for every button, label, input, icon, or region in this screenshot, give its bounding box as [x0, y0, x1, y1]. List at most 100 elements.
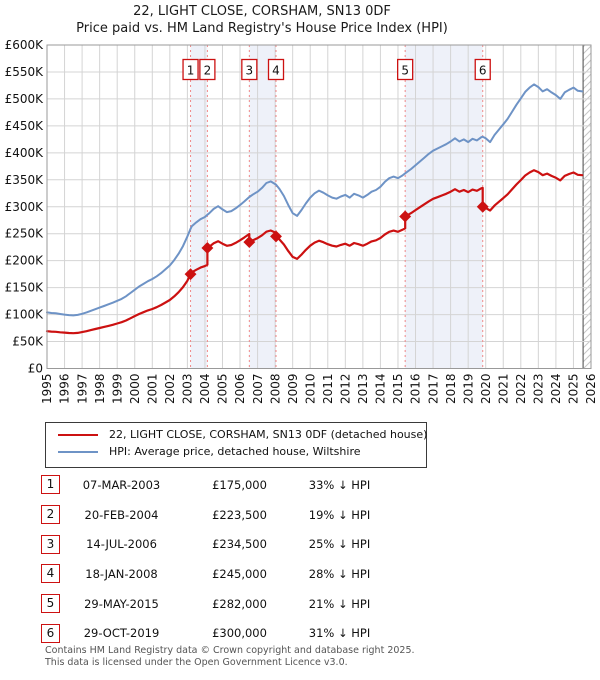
event-number: 6: [479, 64, 487, 78]
row-date: 29-MAY-2015: [84, 596, 159, 611]
row-hpi-diff: 33% ↓ HPI: [308, 477, 371, 492]
footer-line-1: Contains HM Land Registry data © Crown c…: [45, 645, 415, 656]
property-line-swatch: [58, 433, 98, 436]
copyright-footer: Contains HM Land Registry data © Crown c…: [45, 645, 585, 668]
x-tick-label: 2007: [251, 374, 265, 405]
x-tick-label: 2023: [532, 374, 546, 405]
x-tick-label: 2009: [286, 374, 300, 405]
y-tick-label: £0: [28, 362, 43, 376]
x-tick-label: 1999: [110, 374, 124, 405]
y-tick-label: £50K: [12, 335, 44, 349]
x-tick-label: 2011: [321, 374, 335, 405]
y-tick-label: £300K: [5, 200, 45, 214]
row-date: 20-FEB-2004: [84, 507, 159, 522]
event-number: 3: [246, 64, 254, 78]
row-price: £175,000: [212, 477, 267, 492]
y-axis-labels: £0 £50K £100K £150K £200K £250K £300K £350K £400…: [5, 38, 45, 376]
x-tick-label: 2004: [198, 374, 212, 405]
y-tick-label: £450K: [5, 119, 45, 133]
sale-marker: [201, 242, 214, 254]
y-tick-label: £550K: [5, 65, 45, 79]
legend-item-hpi: HPI: Average price, detached house, Wilt…: [46, 443, 426, 460]
x-tick-label: 2020: [479, 374, 493, 405]
legend-item-property: 22, LIGHT CLOSE, CORSHAM, SN13 0DF (deta…: [46, 426, 428, 443]
sale-markers: [184, 200, 489, 281]
grid: [47, 45, 591, 369]
row-price: £282,000: [212, 596, 267, 611]
x-axis-labels: 1995 1996 1997 1998 1999 2000 2001 2002 2003 2004…: [40, 374, 598, 405]
y-tick-label: £500K: [5, 92, 45, 106]
row-number-badge: 4: [41, 564, 60, 584]
row-hpi-diff: 21% ↓ HPI: [308, 596, 371, 611]
x-tick-label: 2012: [339, 374, 353, 405]
y-tick-label: £100K: [5, 308, 45, 322]
row-number-badge: 1: [41, 475, 60, 495]
x-tick-label: 2002: [163, 374, 177, 405]
transactions-table: 1 07-MAR-2003 £175,000 33% ↓ HPI 2 20-FE…: [0, 470, 600, 648]
x-tick-label: 2026: [584, 374, 598, 405]
table-row: 2 20-FEB-2004 £223,500 19% ↓ HPI: [0, 500, 600, 530]
row-number-badge: 2: [41, 505, 60, 525]
price-history-chart: 1 2 3 4 5 6 £0 £50K £100K £150K £200K £250K £300K £35…: [5, 38, 599, 405]
x-tick-label: 1996: [58, 374, 72, 405]
y-tick-label: £400K: [5, 146, 45, 160]
x-tick-label: 2025: [567, 374, 581, 405]
table-row: 5 29-MAY-2015 £282,000 21% ↓ HPI: [0, 589, 600, 619]
event-number: 5: [401, 64, 409, 78]
y-tick-label: £200K: [5, 254, 45, 268]
row-date: 07-MAR-2003: [82, 477, 161, 492]
row-number-badge: 6: [41, 623, 60, 643]
x-tick-label: 2024: [549, 374, 563, 405]
x-tick-label: 2015: [391, 374, 405, 405]
row-price: £245,000: [212, 566, 267, 581]
x-tick-label: 2010: [303, 374, 317, 405]
row-hpi-diff: 28% ↓ HPI: [308, 566, 371, 581]
x-tick-label: 2005: [216, 374, 230, 405]
row-price: £300,000: [212, 626, 267, 641]
x-tick-label: 1997: [75, 374, 89, 405]
x-tick-label: 2001: [145, 374, 159, 405]
x-tick-label: 2008: [268, 374, 282, 405]
y-tick-label: £250K: [5, 227, 45, 241]
plot-frame: [46, 44, 592, 369]
page-title: 22, LIGHT CLOSE, CORSHAM, SN13 0DF: [133, 4, 391, 19]
x-tick-label: 2000: [128, 374, 142, 405]
table-row: 4 18-JAN-2008 £245,000 28% ↓ HPI: [0, 559, 600, 589]
y-tick-label: £150K: [5, 281, 45, 295]
row-price: £223,500: [212, 507, 267, 522]
table-row: 3 14-JUL-2006 £234,500 25% ↓ HPI: [0, 529, 600, 559]
chart-legend: 22, LIGHT CLOSE, CORSHAM, SN13 0DF (deta…: [45, 422, 427, 468]
row-date: 29-OCT-2019: [83, 626, 160, 641]
table-row: 1 07-MAR-2003 £175,000 33% ↓ HPI: [0, 470, 600, 500]
row-date: 18-JAN-2008: [85, 566, 158, 581]
x-tick-label: 2018: [444, 374, 458, 405]
event-number: 2: [204, 64, 212, 78]
legend-label-property: 22, LIGHT CLOSE, CORSHAM, SN13 0DF (deta…: [109, 428, 428, 441]
row-hpi-diff: 25% ↓ HPI: [308, 537, 371, 552]
hpi-line: [46, 83, 584, 317]
y-tick-label: £350K: [5, 173, 45, 187]
row-hpi-diff: 19% ↓ HPI: [308, 507, 371, 522]
x-tick-label: 2014: [374, 374, 388, 405]
page-subtitle: Price paid vs. HM Land Registry's House …: [76, 21, 448, 36]
x-tick-label: 1998: [93, 374, 107, 405]
row-date: 14-JUL-2006: [86, 537, 157, 552]
footer-line-2: This data is licensed under the Open Gov…: [45, 656, 348, 668]
x-tick-label: 2013: [356, 374, 370, 405]
event-number: 4: [272, 64, 280, 78]
x-tick-label: 2021: [496, 374, 510, 405]
x-tick-label: 2003: [181, 374, 195, 405]
x-tick-label: 2006: [233, 374, 247, 405]
y-tick-label: £600K: [5, 38, 45, 52]
x-tick-label: 2016: [409, 374, 423, 405]
chart-header: 22, LIGHT CLOSE, CORSHAM, SN13 0DF Price…: [0, 3, 524, 38]
row-hpi-diff: 31% ↓ HPI: [308, 626, 371, 641]
row-price: £234,500: [212, 537, 267, 552]
x-tick-label: 2022: [514, 374, 528, 405]
x-tick-label: 2019: [461, 374, 475, 405]
event-number: 1: [187, 64, 195, 78]
sale-marker: [243, 236, 256, 249]
x-tick-label: 2017: [426, 374, 440, 405]
x-tick-label: 1995: [40, 374, 54, 405]
